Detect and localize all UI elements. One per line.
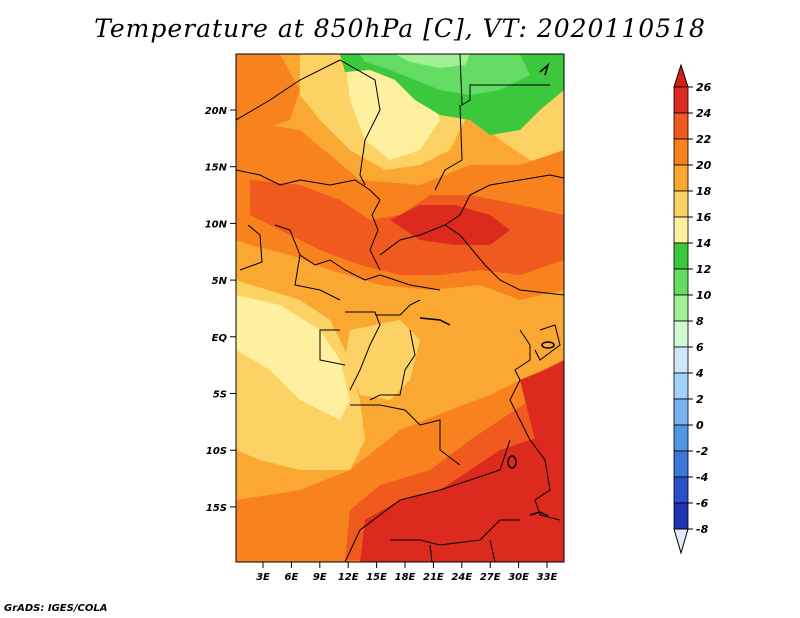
colorbar-swatch <box>673 320 689 348</box>
colorbar-swatch <box>673 424 689 452</box>
colorbar-label: 4 <box>695 367 704 380</box>
colorbar-swatch <box>673 476 689 504</box>
colorbar-swatch <box>673 164 689 192</box>
latitude-axis: 20N 15N 10N 5N EQ 5S 10S 15S <box>205 106 236 514</box>
lat-label: 15N <box>205 163 228 174</box>
lat-label: 10N <box>205 219 228 230</box>
field-18c-congo <box>345 320 420 400</box>
colorbar-label: 26 <box>696 81 712 94</box>
lon-label: 15E <box>366 572 387 583</box>
country-borders <box>236 54 564 562</box>
colorbar-swatch <box>673 190 689 218</box>
field-26c-south <box>360 430 564 562</box>
lon-label: 33E <box>537 572 558 583</box>
colorbar-swatch <box>673 398 689 426</box>
lon-label: 6E <box>285 572 299 583</box>
colorbar-swatch <box>673 242 689 270</box>
lat-label: 15S <box>206 503 227 514</box>
colorbar-swatch <box>673 346 689 374</box>
field-10c <box>395 54 470 68</box>
map-title: Temperature at 850hPa [C], VT: 202011051… <box>94 14 706 43</box>
lon-label: 24E <box>451 572 472 583</box>
colorbar-swatch <box>673 86 689 114</box>
colorbar-swatch <box>673 450 689 478</box>
colorbar-swatch <box>673 502 689 530</box>
colorbar-label: -2 <box>696 445 709 458</box>
lat-label: 5S <box>213 390 227 401</box>
colorbar-swatch <box>673 216 689 244</box>
colorbar-label: -8 <box>696 523 709 536</box>
lat-label: 5N <box>212 276 228 287</box>
lon-label: 27E <box>480 572 501 583</box>
colorbar-swatch <box>673 138 689 166</box>
colorbar-swatch <box>673 112 689 140</box>
colorbar-label: -4 <box>696 471 708 484</box>
plot-frame <box>235 53 565 563</box>
colorbar-top-arrow <box>673 63 689 88</box>
colorbar-label: 8 <box>696 315 704 328</box>
colorbar-label: 22 <box>696 133 712 146</box>
lon-label: 3E <box>256 572 270 583</box>
field-26c-east <box>520 360 564 440</box>
colorbar-label: 0 <box>696 419 704 432</box>
colorbar-label: -6 <box>696 497 709 510</box>
colorbar-label: 2 <box>696 393 704 406</box>
colorbar-swatch <box>673 294 689 322</box>
colorbar-label: 6 <box>696 341 704 354</box>
colorbar-label: 16 <box>696 211 712 224</box>
colorbar-label: 12 <box>696 263 712 276</box>
lon-label: 9E <box>313 572 327 583</box>
colorbar-swatch <box>673 372 689 400</box>
colorbar-label: 10 <box>696 289 712 302</box>
temperature-field <box>236 54 564 562</box>
lon-label: 21E <box>423 572 444 583</box>
lon-label: 18E <box>395 572 416 583</box>
lon-label: 12E <box>338 572 359 583</box>
field-16c-coast <box>236 295 350 420</box>
lon-label: 30E <box>508 572 529 583</box>
colorbar-swatch <box>673 268 689 296</box>
grads-credit: GrADS: IGES/COLA <box>4 603 108 614</box>
longitude-axis: 3E 6E 9E 12E 15E 18E 21E 24E 27E 30E 33E <box>256 562 558 583</box>
lakes <box>419 62 555 517</box>
lat-label: 10S <box>206 446 227 457</box>
lat-label: 20N <box>205 106 228 117</box>
colorbar-label: 18 <box>696 185 712 198</box>
colorbar-label: 20 <box>696 159 712 172</box>
colorbar-label: 24 <box>696 107 711 120</box>
colorbar-label: 14 <box>696 237 711 250</box>
colorbar-bottom-arrow <box>673 528 689 555</box>
lat-label: EQ <box>212 333 228 344</box>
